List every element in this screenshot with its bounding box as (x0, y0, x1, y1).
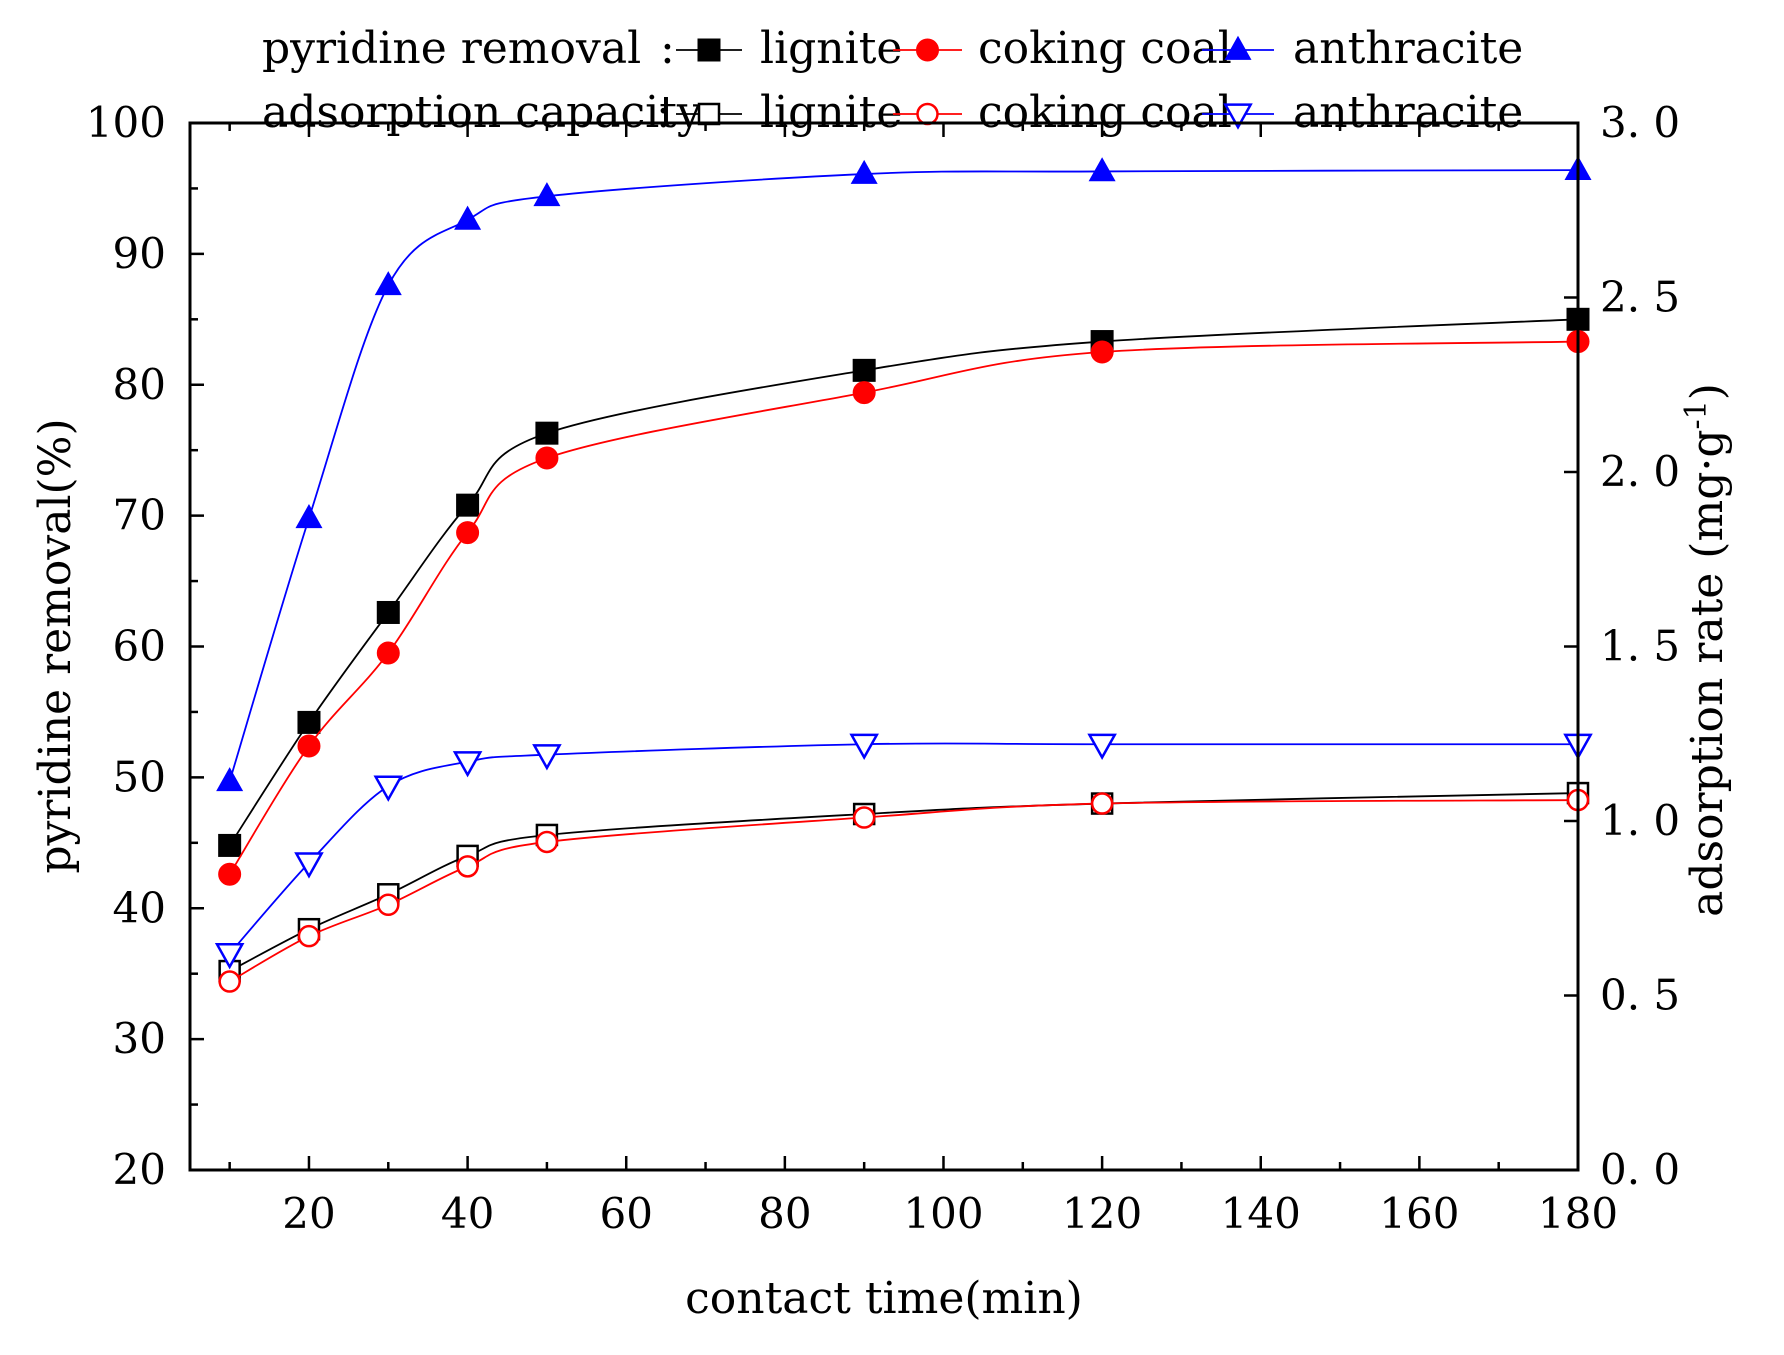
legend-marker (1223, 103, 1253, 130)
data-point-lignite (852, 358, 876, 382)
x-tick-label: 180 (1538, 1189, 1618, 1238)
data-point-anthracite (532, 744, 562, 771)
data-point-anthracite (1087, 733, 1117, 760)
y-right-tick-label: 3. 0 (1600, 98, 1680, 147)
legend-marker (697, 38, 721, 62)
legend-entry-label: lignite (760, 23, 902, 74)
y-left-tick-label: 80 (113, 360, 166, 409)
legend: pyridine removal : adsorption capacity :… (262, 23, 1523, 138)
y-left-tick-label: 70 (113, 491, 166, 540)
legend-marker (916, 102, 939, 126)
series-line-adsorption-capacity-lignite (229, 792, 1579, 972)
data-point-coking-coal (376, 641, 400, 665)
x-tick-label: 140 (1221, 1189, 1301, 1238)
y-right-tick-label: 0. 5 (1600, 971, 1680, 1020)
x-axis-title: contact time(min) (685, 1273, 1083, 1324)
series-line-adsorption-capacity-coking-coal (229, 799, 1579, 983)
x-tick-label: 160 (1379, 1189, 1459, 1238)
y-right-tick-label: 2. 5 (1600, 273, 1680, 322)
plot-frame (188, 121, 1580, 1172)
legend-row1-separator: : (660, 23, 675, 74)
y-left-tick-label: 100 (86, 98, 166, 147)
data-point-coking-coal (535, 446, 559, 470)
data-point-lignite (376, 600, 400, 624)
y-left-axis-title: pyridine removal(%) (30, 418, 81, 873)
y-right-title-close: ) (1682, 383, 1733, 400)
data-point-coking-coal (377, 893, 400, 917)
series-line-pyridine-removal-lignite (228, 318, 1579, 846)
y-right-tick-label: 1. 5 (1600, 622, 1680, 671)
legend-marker (697, 102, 721, 126)
y-left-tick-label: 60 (113, 622, 166, 671)
data-point-coking-coal (456, 521, 480, 545)
y-left-tick-label: 20 (113, 1145, 166, 1194)
series-line-pyridine-removal-anthracite (228, 169, 1579, 782)
data-point-anthracite (454, 205, 482, 230)
data-point-coking-coal (297, 924, 321, 948)
legend-row1-label: pyridine removal (262, 23, 641, 74)
y-right-tick-label: 1. 0 (1600, 796, 1680, 845)
data-point-anthracite (216, 767, 244, 792)
y-left-tick-label: 30 (113, 1014, 166, 1063)
x-tick-label: 100 (903, 1189, 983, 1238)
data-point-anthracite (374, 271, 402, 296)
data-point-anthracite (533, 182, 561, 207)
data-point-anthracite (214, 943, 245, 970)
y-left-tick-label: 50 (113, 752, 166, 801)
legend-row2-separator: : (656, 87, 671, 138)
data-point-anthracite (373, 775, 404, 802)
legend-marker (916, 38, 939, 62)
y-right-tick-label: 2. 0 (1600, 447, 1680, 496)
legend-entry-label: coking coal (978, 87, 1232, 138)
y-right-title-superscript: -1 (1679, 400, 1714, 429)
legend-row2-label: adsorption capacity (262, 87, 702, 138)
legend-marker (1224, 35, 1252, 60)
data-point-coking-coal (297, 734, 321, 758)
y-right-axis-title: adsorption rate (mg·g-1) (1679, 383, 1733, 917)
data-point-lignite (535, 421, 559, 445)
data-point-anthracite (295, 504, 323, 529)
data-point-coking-coal (535, 830, 559, 854)
y-right-title-main: adsorption rate (mg·g (1682, 429, 1733, 916)
data-point-coking-coal (1090, 792, 1114, 815)
data-point-coking-coal (852, 381, 876, 405)
data-point-anthracite (294, 852, 324, 879)
data-point-lignite (218, 833, 242, 857)
legend-entry-label: anthracite (1293, 23, 1523, 74)
y-left-tick-label: 90 (113, 229, 166, 278)
data-point-coking-coal (1090, 340, 1114, 364)
x-tick-label: 80 (758, 1189, 811, 1238)
axes-layer: 20 40 60 80 100 120 140 160 180 20 30 40 50 60 70 80 90 1… (86, 98, 1680, 1238)
series-line-adsorption-capacity-anthracite (228, 742, 1578, 955)
y-right-tick-label: 0. 0 (1600, 1145, 1680, 1194)
data-point-anthracite (850, 159, 878, 184)
x-tick-label: 120 (1062, 1189, 1142, 1238)
x-tick-label: 40 (441, 1189, 494, 1238)
plot-layer (214, 155, 1593, 993)
data-point-lignite (456, 493, 480, 517)
x-tick-label: 60 (600, 1189, 653, 1238)
x-tick-label: 20 (282, 1189, 335, 1238)
data-point-coking-coal (218, 970, 241, 993)
series-line-pyridine-removal-coking-coal (228, 340, 1579, 875)
data-point-lignite (297, 710, 321, 734)
data-point-coking-coal (218, 862, 242, 886)
data-point-coking-coal (852, 806, 876, 829)
data-point-coking-coal (456, 855, 479, 878)
legend-entry-label: lignite (760, 87, 902, 138)
y-left-tick-label: 40 (113, 883, 166, 932)
data-point-anthracite (1088, 157, 1116, 182)
legend-entry-label: anthracite (1293, 87, 1523, 138)
data-point-anthracite (849, 733, 879, 760)
legend-entry-label: coking coal (978, 23, 1232, 74)
data-point-anthracite (452, 751, 483, 778)
